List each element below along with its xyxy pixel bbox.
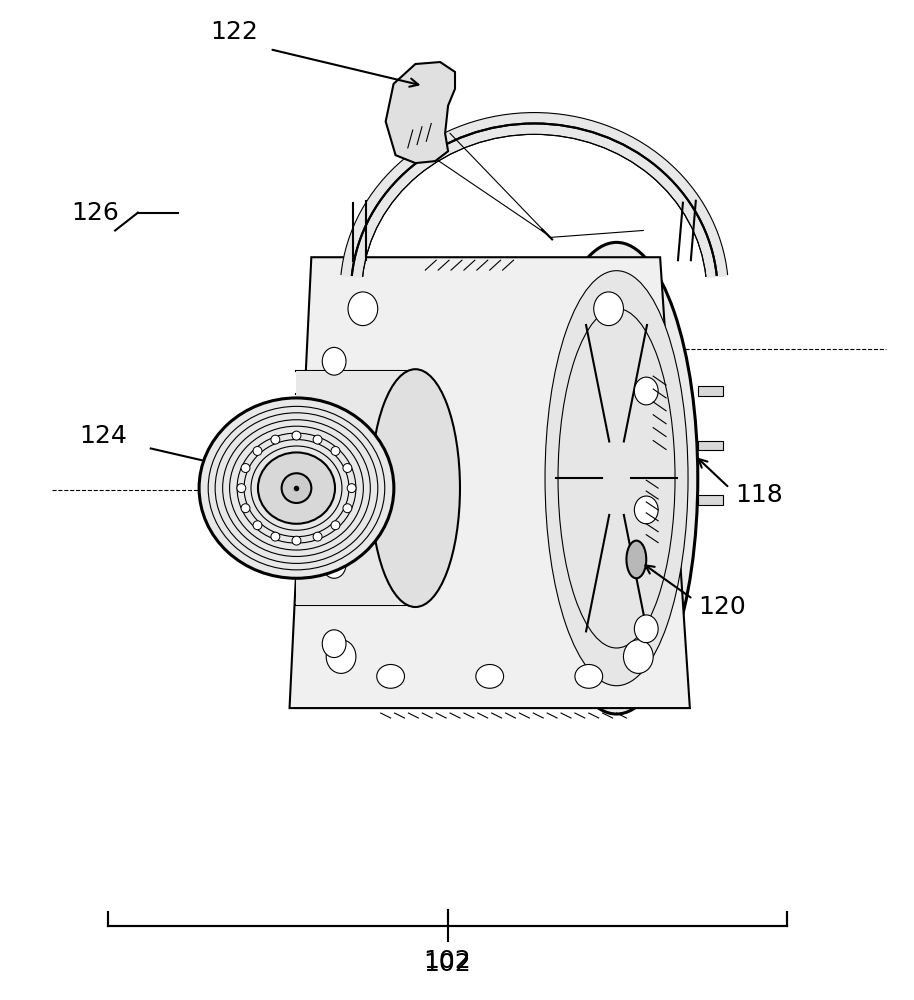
Ellipse shape	[343, 464, 352, 472]
Ellipse shape	[199, 398, 394, 578]
Ellipse shape	[476, 664, 504, 688]
Text: 122: 122	[210, 20, 258, 44]
Ellipse shape	[258, 452, 335, 524]
Ellipse shape	[292, 431, 301, 440]
Ellipse shape	[536, 242, 697, 714]
Ellipse shape	[271, 435, 280, 444]
Ellipse shape	[634, 496, 658, 524]
Ellipse shape	[558, 308, 675, 648]
Text: 126: 126	[71, 201, 120, 225]
Ellipse shape	[634, 615, 658, 643]
Ellipse shape	[331, 521, 340, 530]
Text: 124: 124	[80, 424, 127, 448]
Ellipse shape	[545, 271, 688, 686]
Ellipse shape	[253, 447, 262, 455]
Text: 118: 118	[736, 483, 783, 507]
Polygon shape	[296, 371, 415, 605]
Text: 120: 120	[697, 595, 746, 619]
Ellipse shape	[575, 664, 602, 688]
Ellipse shape	[241, 504, 250, 513]
Ellipse shape	[292, 536, 301, 545]
Text: 102: 102	[424, 949, 472, 973]
Ellipse shape	[253, 521, 262, 530]
Ellipse shape	[271, 532, 280, 541]
Ellipse shape	[623, 640, 654, 673]
Ellipse shape	[371, 369, 460, 607]
Ellipse shape	[634, 377, 658, 405]
Text: 102: 102	[424, 952, 472, 976]
Ellipse shape	[237, 484, 246, 493]
Polygon shape	[341, 113, 728, 278]
Ellipse shape	[348, 292, 377, 326]
Ellipse shape	[282, 473, 312, 503]
Ellipse shape	[323, 347, 346, 375]
Polygon shape	[386, 62, 455, 163]
Ellipse shape	[314, 532, 322, 541]
Ellipse shape	[323, 451, 346, 479]
FancyBboxPatch shape	[697, 495, 723, 505]
Ellipse shape	[594, 292, 623, 326]
Ellipse shape	[323, 630, 346, 658]
FancyBboxPatch shape	[697, 386, 723, 396]
Ellipse shape	[241, 464, 250, 472]
Polygon shape	[290, 257, 690, 708]
Ellipse shape	[331, 447, 340, 455]
Ellipse shape	[347, 484, 356, 493]
Ellipse shape	[326, 640, 356, 673]
Ellipse shape	[323, 551, 346, 578]
FancyBboxPatch shape	[697, 441, 723, 450]
Ellipse shape	[377, 664, 405, 688]
Ellipse shape	[314, 435, 322, 444]
Ellipse shape	[626, 541, 646, 578]
Ellipse shape	[343, 504, 352, 513]
